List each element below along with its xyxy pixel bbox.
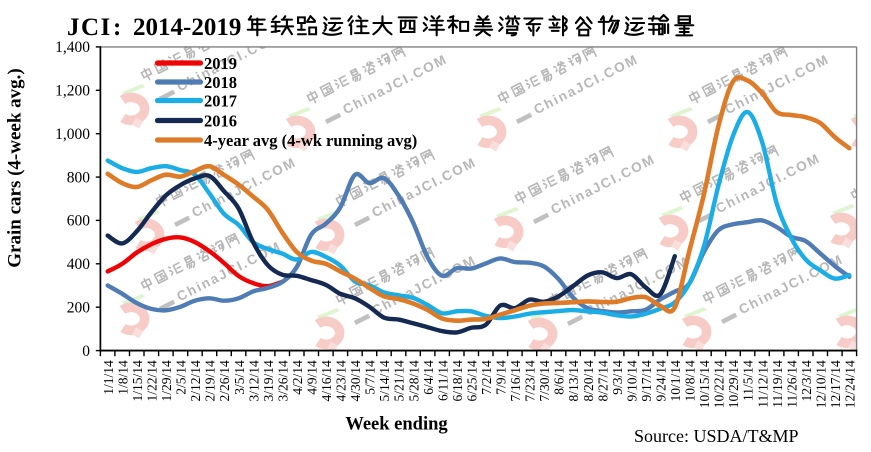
svg-text:11/12/14: 11/12/14 (755, 360, 770, 408)
svg-text:12/24/14: 12/24/14 (843, 360, 858, 408)
svg-text:200: 200 (67, 299, 91, 316)
svg-text:7/9/14: 7/9/14 (494, 360, 509, 395)
svg-text:6/18/14: 6/18/14 (450, 360, 465, 402)
svg-text:4/23/14: 4/23/14 (334, 360, 349, 402)
svg-text:1,000: 1,000 (55, 126, 90, 143)
svg-text:3/26/14: 3/26/14 (275, 360, 290, 402)
svg-text:9/17/14: 9/17/14 (639, 360, 654, 402)
svg-text:9/24/14: 9/24/14 (654, 360, 669, 402)
svg-text:3/19/14: 3/19/14 (261, 360, 276, 402)
svg-text:5/14/14: 5/14/14 (377, 360, 392, 402)
svg-text:9/10/14: 9/10/14 (624, 360, 639, 402)
svg-text:4/2/14: 4/2/14 (290, 360, 305, 395)
svg-text:7/30/14: 7/30/14 (537, 360, 552, 402)
svg-text:800: 800 (67, 169, 91, 186)
svg-text:2/19/14: 2/19/14 (203, 360, 218, 402)
svg-text:8/6/14: 8/6/14 (552, 360, 567, 395)
svg-text:400: 400 (67, 256, 91, 273)
svg-text:12/10/14: 12/10/14 (813, 360, 828, 408)
svg-text:12/3/14: 12/3/14 (799, 360, 814, 402)
svg-text:7/16/14: 7/16/14 (508, 360, 523, 402)
svg-text:3/5/14: 3/5/14 (232, 360, 247, 395)
svg-text:3/12/14: 3/12/14 (246, 360, 261, 402)
svg-text:1,400: 1,400 (55, 39, 90, 56)
svg-text:10/22/14: 10/22/14 (712, 360, 727, 408)
svg-text:1/15/14: 1/15/14 (130, 360, 145, 402)
svg-text:2018: 2018 (204, 73, 237, 92)
svg-text:600: 600 (67, 213, 91, 230)
svg-text:2/5/14: 2/5/14 (174, 360, 189, 395)
svg-text:8/27/14: 8/27/14 (595, 360, 610, 402)
svg-text:2/26/14: 2/26/14 (217, 360, 232, 402)
svg-text:Source: USDA/T&MP: Source: USDA/T&MP (634, 426, 799, 446)
svg-text:10/15/14: 10/15/14 (697, 360, 712, 408)
svg-text:7/23/14: 7/23/14 (523, 360, 538, 402)
svg-text:Week ending: Week ending (345, 415, 448, 435)
svg-text:4/30/14: 4/30/14 (348, 360, 363, 402)
svg-text::: : (113, 14, 121, 41)
svg-text:1/8/14: 1/8/14 (115, 360, 130, 395)
svg-text:2016: 2016 (204, 111, 237, 130)
svg-text:Grain cars (4-week avg.): Grain cars (4-week avg.) (5, 68, 26, 267)
svg-text:4/9/14: 4/9/14 (305, 360, 320, 395)
svg-text:7/2/14: 7/2/14 (479, 360, 494, 395)
svg-text:12/17/14: 12/17/14 (828, 360, 843, 408)
svg-text:5/28/14: 5/28/14 (406, 360, 421, 402)
svg-text:11/26/14: 11/26/14 (784, 360, 799, 408)
svg-text:2019: 2019 (204, 54, 237, 73)
svg-text:11/19/14: 11/19/14 (770, 360, 785, 408)
svg-text:1,200: 1,200 (55, 83, 90, 100)
svg-text:11/5/14: 11/5/14 (741, 360, 756, 401)
svg-text:2014-2019: 2014-2019 (133, 14, 241, 41)
svg-text:1/22/14: 1/22/14 (145, 360, 160, 402)
svg-text:4/16/14: 4/16/14 (319, 360, 334, 402)
svg-text:5/21/14: 5/21/14 (392, 360, 407, 402)
svg-text:10/8/14: 10/8/14 (683, 360, 698, 402)
svg-text:6/25/14: 6/25/14 (464, 360, 479, 402)
svg-text:5/7/14: 5/7/14 (363, 360, 378, 395)
svg-text:1/1/14: 1/1/14 (101, 360, 116, 395)
svg-text:JCI: JCI (67, 14, 112, 41)
svg-text:8/13/14: 8/13/14 (566, 360, 581, 402)
svg-text:6/4/14: 6/4/14 (421, 360, 436, 395)
svg-text:4-year avg (4-wk running avg): 4-year avg (4-wk running avg) (204, 131, 417, 150)
svg-text:2/12/14: 2/12/14 (188, 360, 203, 402)
svg-text:10/29/14: 10/29/14 (726, 360, 741, 408)
svg-text:9/3/14: 9/3/14 (610, 360, 625, 395)
svg-text:6/11/14: 6/11/14 (435, 360, 450, 401)
svg-text:0: 0 (82, 343, 90, 360)
svg-text:1/29/14: 1/29/14 (159, 360, 174, 402)
svg-text:2017: 2017 (204, 91, 237, 110)
svg-text:10/1/14: 10/1/14 (668, 360, 683, 402)
svg-text:8/20/14: 8/20/14 (581, 360, 596, 402)
